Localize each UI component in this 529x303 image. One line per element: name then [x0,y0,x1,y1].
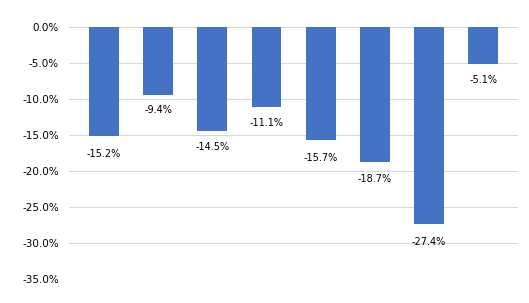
Text: -27.4%: -27.4% [412,237,446,247]
Text: -11.1%: -11.1% [250,118,284,128]
Bar [414,27,444,224]
Bar [252,27,281,107]
Bar [360,27,390,161]
Bar [197,27,227,131]
Text: -14.5%: -14.5% [195,142,230,152]
Text: -18.7%: -18.7% [358,175,392,185]
Bar [306,27,335,140]
Bar [468,27,498,64]
Text: -9.4%: -9.4% [144,105,172,115]
Text: -15.7%: -15.7% [304,153,338,163]
Text: -5.1%: -5.1% [469,75,497,85]
Text: -15.2%: -15.2% [87,149,121,159]
Bar [143,27,173,95]
Bar [89,27,119,136]
